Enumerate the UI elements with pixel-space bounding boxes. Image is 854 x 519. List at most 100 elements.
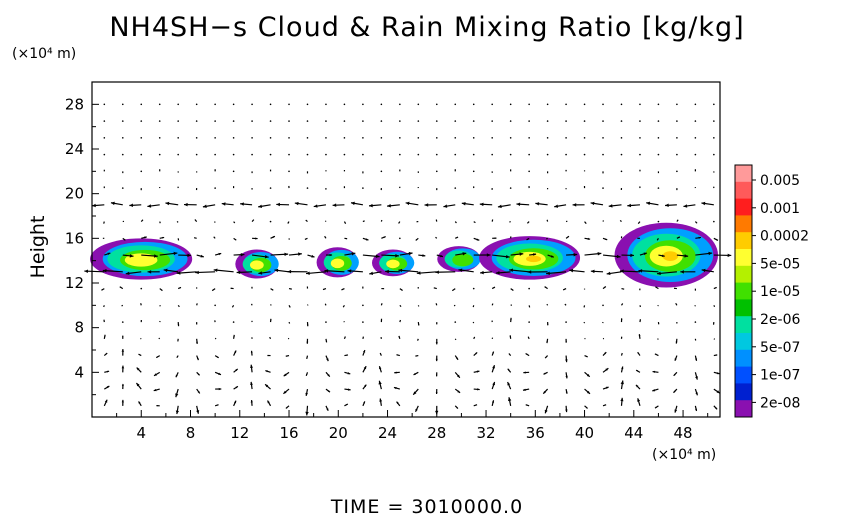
- y-tick-label: 12: [65, 274, 84, 292]
- wind-arrow: [325, 388, 331, 393]
- wind-arrow: [378, 366, 382, 373]
- wind-arrow: [638, 269, 659, 273]
- wind-arrow: [288, 305, 291, 308]
- colorbar-swatch: [735, 181, 752, 199]
- x-tick-label: 12: [230, 424, 249, 442]
- wind-arrow: [583, 153, 586, 156]
- wind-arrow: [362, 304, 364, 307]
- wind-arrow: [343, 221, 347, 224]
- cloud-cell: [235, 249, 279, 279]
- wind-arrow: [362, 384, 367, 390]
- cloud-cell: [316, 247, 359, 278]
- wind-arrow: [639, 305, 642, 308]
- wind-arrow: [454, 388, 461, 394]
- x-tick-label: 32: [476, 424, 495, 442]
- wind-arrow: [675, 338, 678, 344]
- wind-arrow: [495, 271, 511, 275]
- wind-arrow: [305, 388, 309, 396]
- wind-arrow: [528, 137, 530, 139]
- wind-arrow: [387, 204, 400, 208]
- wind-arrow: [121, 103, 124, 106]
- wind-arrow: [324, 220, 327, 222]
- wind-arrow: [380, 318, 383, 323]
- wind-arrow: [283, 371, 290, 377]
- wind-arrow: [285, 405, 290, 409]
- wind-arrow: [694, 355, 698, 361]
- wind-arrow: [380, 170, 383, 173]
- wind-arrow: [606, 271, 622, 276]
- wind-arrow: [362, 237, 369, 241]
- wind-arrow: [713, 371, 720, 375]
- wind-arrow: [399, 120, 401, 122]
- wind-arrow: [270, 235, 276, 239]
- wind-arrow: [233, 350, 237, 356]
- wind-arrow: [214, 103, 216, 106]
- wind-arrow: [646, 201, 659, 206]
- wind-arrow: [140, 319, 142, 323]
- wind-arrow: [509, 187, 512, 189]
- wind-arrow: [399, 103, 401, 106]
- wind-arrow: [396, 401, 401, 407]
- wind-arrow: [102, 237, 105, 239]
- wind-arrow: [602, 386, 609, 390]
- wind-arrow: [713, 388, 721, 394]
- wind-arrow: [341, 288, 345, 291]
- wind-arrow: [103, 319, 105, 323]
- wind-arrow: [657, 321, 660, 325]
- wind-arrow: [510, 317, 512, 323]
- wind-arrow: [654, 405, 659, 409]
- wind-arrow: [214, 153, 216, 156]
- wind-arrow: [233, 221, 236, 224]
- wind-arrow: [232, 137, 235, 139]
- wind-arrow: [584, 371, 591, 378]
- wind-arrow: [673, 287, 677, 290]
- wind-arrow: [103, 153, 106, 156]
- wind-arrow: [638, 334, 641, 339]
- colorbar-swatch: [735, 165, 752, 183]
- wind-arrow: [362, 286, 364, 289]
- wind-arrow: [306, 137, 309, 139]
- wind-arrow: [657, 153, 660, 156]
- wind-arrow: [231, 305, 235, 308]
- wind-arrow: [673, 371, 678, 377]
- wind-arrow: [435, 372, 438, 377]
- wind-arrow: [233, 385, 239, 390]
- wind-arrow: [416, 338, 419, 341]
- wind-arrow: [473, 253, 491, 257]
- wind-arrow: [676, 188, 678, 191]
- wind-arrow: [453, 304, 456, 307]
- wind-arrow: [288, 120, 290, 122]
- wind-arrow: [103, 137, 106, 139]
- wind-arrow: [455, 236, 459, 239]
- wind-arrow: [230, 287, 234, 290]
- wind-arrow: [325, 188, 327, 190]
- wind-arrow: [565, 137, 567, 139]
- wind-arrow: [258, 271, 271, 275]
- wind-arrow: [177, 304, 180, 308]
- wind-arrow: [141, 254, 158, 258]
- wind-arrow: [454, 371, 461, 379]
- wind-arrow: [627, 203, 641, 208]
- wind-arrow: [565, 372, 568, 379]
- wind-arrow: [564, 303, 567, 306]
- wind-arrow: [270, 304, 272, 306]
- wind-arrow: [163, 268, 179, 273]
- wind-arrow: [713, 237, 719, 241]
- cloud-contour: [249, 260, 264, 270]
- wind-arrow: [232, 103, 235, 106]
- wind-arrow: [544, 286, 548, 290]
- wind-arrow: [322, 288, 327, 291]
- wind-arrow: [274, 268, 290, 273]
- wind-arrow: [288, 185, 290, 189]
- wind-arrow: [454, 153, 457, 156]
- wind-arrow: [491, 381, 496, 390]
- wind-arrow: [288, 170, 290, 173]
- wind-arrow: [694, 120, 697, 122]
- wind-arrow: [140, 120, 143, 122]
- wind-arrow: [362, 120, 364, 122]
- wind-arrow: [491, 351, 495, 356]
- wind-arrow: [694, 153, 697, 156]
- wind-arrow: [214, 221, 216, 223]
- wind-arrow: [435, 303, 438, 306]
- wind-arrow: [435, 355, 438, 362]
